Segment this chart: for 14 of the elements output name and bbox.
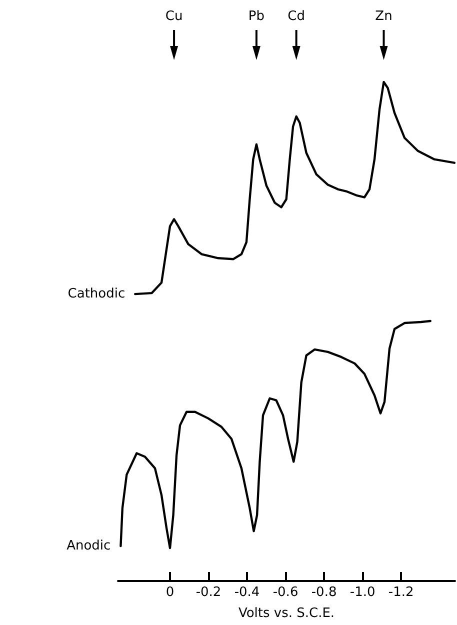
text: Pb <box>248 9 265 24</box>
text: Cu <box>165 9 183 24</box>
series-label: Cathodic <box>68 286 126 302</box>
x-tick-label: -0.4 <box>234 585 260 600</box>
x-tick-label: 0 <box>166 585 174 600</box>
text: Zn <box>375 9 392 24</box>
x-tick-label: -0.8 <box>311 585 337 600</box>
series-label: Anodic <box>66 538 111 554</box>
x-tick-label: -1.0 <box>350 585 376 600</box>
x-tick-label: -0.2 <box>196 585 222 600</box>
text: Cd <box>288 9 305 24</box>
x-tick-label: -0.6 <box>272 585 298 600</box>
x-tick-label: -1.2 <box>388 585 414 600</box>
x-axis-title: Volts vs. S.C.E. <box>238 606 335 621</box>
